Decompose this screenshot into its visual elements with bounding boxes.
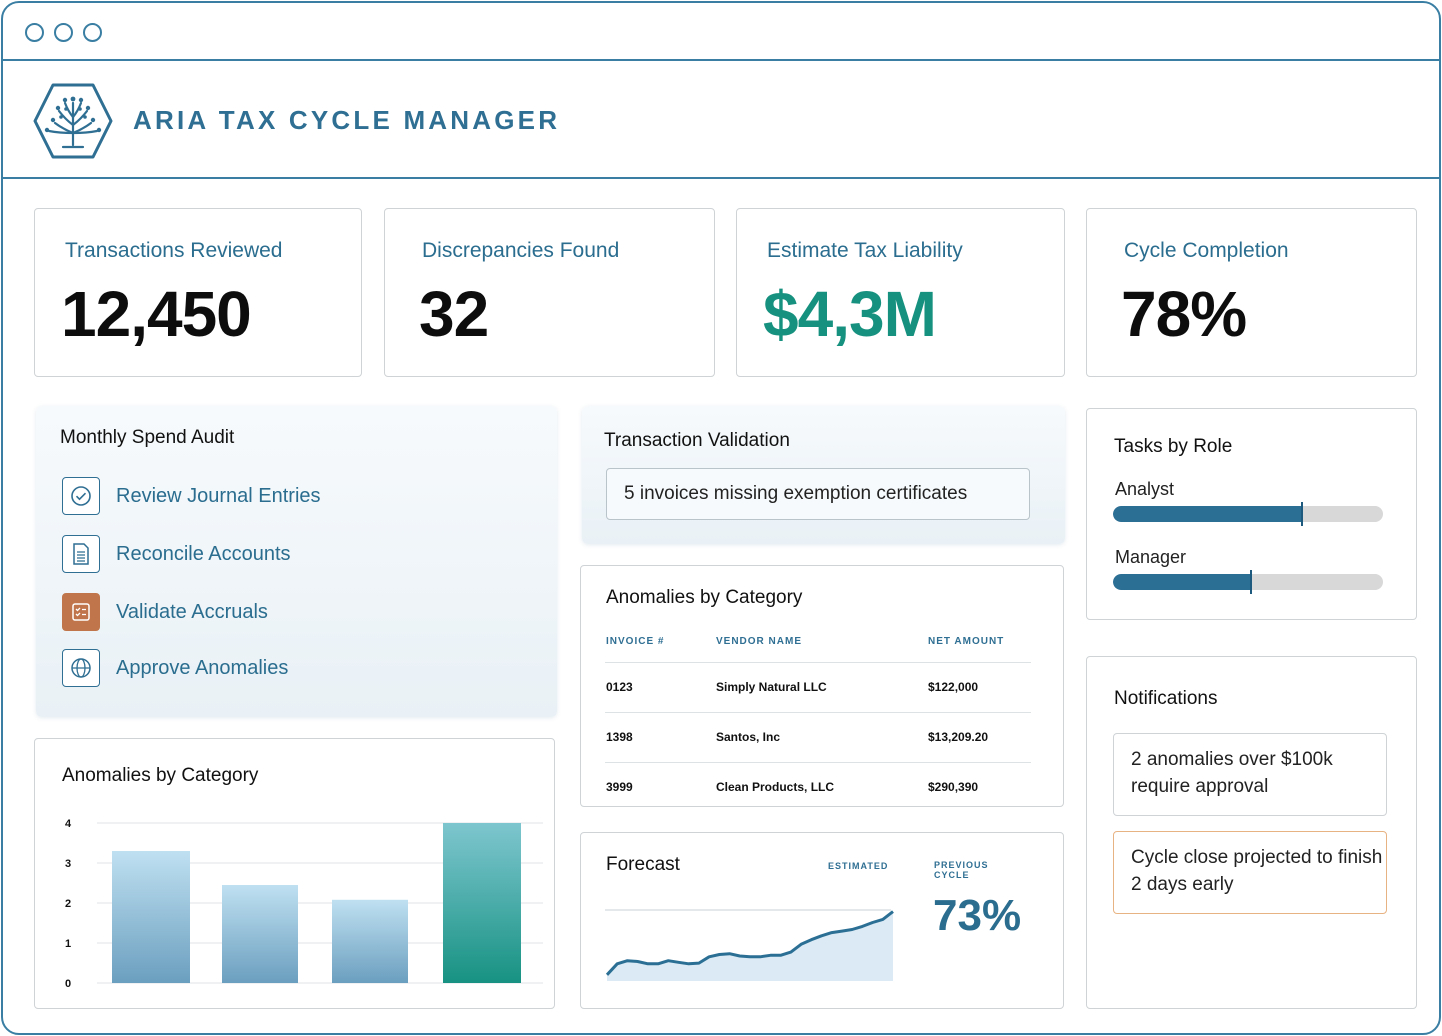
window-maximize-dot[interactable]: [83, 23, 102, 42]
tasks-by-role-card: Tasks by Role Analyst Manager: [1086, 408, 1417, 620]
estimated-label: ESTIMATED: [828, 861, 889, 871]
kpi-card-transactions[interactable]: Transactions Reviewed 12,450: [34, 208, 362, 377]
check-circle-icon: [62, 477, 100, 515]
table-row[interactable]: 1398 Santos, Inc $13,209.20: [605, 712, 1031, 762]
y-tick-label: 1: [65, 938, 71, 950]
kpi-value: 32: [419, 278, 489, 350]
chart-bar[interactable]: [112, 851, 190, 983]
table-cell: $122,000: [928, 680, 979, 694]
table-cell: Clean Products, LLC: [716, 780, 835, 794]
anomalies-table-card: Anomalies by Category INVOICE # VENDOR N…: [580, 565, 1064, 807]
column-header[interactable]: VENDOR NAME: [716, 636, 803, 647]
progress-marker: [1249, 570, 1252, 594]
anomalies-chart-card: Anomalies by Category 0 1 2 3 4: [34, 738, 555, 1009]
progress-fill: [1113, 506, 1302, 522]
notification-item[interactable]: 2 anomalies over $100k require approval: [1113, 733, 1387, 816]
chart-bar[interactable]: [332, 899, 408, 983]
y-tick-label: 0: [65, 978, 71, 990]
task-approve-anomalies[interactable]: Approve Anomalies: [62, 648, 288, 688]
chart-title: Anomalies by Category: [62, 765, 259, 786]
table-cell: 3999: [606, 780, 633, 794]
role-label: Analyst: [1115, 479, 1175, 499]
window-minimize-dot[interactable]: [54, 23, 73, 42]
section-title: Notifications: [1114, 688, 1218, 709]
kpi-value: $4,3M: [763, 278, 937, 350]
column-header[interactable]: NET AMOUNT: [928, 636, 1005, 647]
section-title: Transaction Validation: [604, 430, 790, 451]
table-row[interactable]: 0123 Simply Natural LLC $122,000: [605, 662, 1031, 712]
y-tick-label: 2: [65, 898, 71, 910]
monthly-spend-audit-panel: Monthly Spend Audit Review Journal Entri…: [36, 406, 557, 717]
window-close-dot[interactable]: [25, 23, 44, 42]
manager-progress-bar: [1113, 574, 1383, 590]
y-tick-label: 3: [65, 858, 71, 870]
notification-item[interactable]: Cycle close projected to finish 2 days e…: [1113, 831, 1387, 914]
kpi-label: Transactions Reviewed: [65, 239, 283, 262]
forecast-line: [605, 910, 894, 976]
task-label: Reconcile Accounts: [116, 542, 291, 565]
table-cell: Simply Natural LLC: [716, 680, 827, 694]
bar-chart: 0 1 2 3 4: [65, 818, 543, 990]
chart-bar[interactable]: [222, 885, 298, 983]
task-label: Review Journal Entries: [116, 484, 321, 507]
previous-cycle-label: CYCLE: [934, 870, 970, 880]
task-reconcile-accounts[interactable]: Reconcile Accounts: [62, 534, 291, 574]
task-label: Approve Anomalies: [116, 656, 289, 679]
column-header[interactable]: INVOICE #: [606, 636, 665, 647]
transaction-validation-panel: Transaction Validation 5 invoices missin…: [582, 406, 1065, 544]
previous-cycle-label: PREVIOUS: [934, 860, 989, 870]
task-validate-accruals[interactable]: Validate Accruals: [62, 592, 268, 632]
app-title: ARIA TAX CYCLE MANAGER: [133, 105, 561, 135]
window-titlebar: [3, 3, 1439, 61]
kpi-label: Cycle Completion: [1124, 239, 1289, 262]
section-title: Anomalies by Category: [606, 587, 803, 608]
validation-message[interactable]: 5 invoices missing exemption certificate…: [606, 468, 1030, 520]
chart-bar[interactable]: [443, 823, 521, 983]
forecast-area: [607, 911, 893, 981]
section-title: Monthly Spend Audit: [60, 427, 235, 448]
kpi-label: Estimate Tax Liability: [767, 239, 963, 262]
table-cell: Santos, Inc: [716, 730, 781, 744]
progress-marker: [1301, 502, 1303, 526]
chart-title: Forecast: [606, 854, 680, 875]
analyst-progress-bar: [1113, 506, 1383, 522]
forecast-value: 73%: [933, 891, 1022, 940]
table-cell: 0123: [606, 680, 633, 694]
checklist-icon: [62, 593, 100, 631]
document-icon: [62, 535, 100, 573]
globe-icon: [62, 649, 100, 687]
kpi-value: 12,450: [61, 278, 252, 350]
role-label: Manager: [1115, 547, 1187, 567]
kpi-label: Discrepancies Found: [422, 239, 620, 262]
section-title: Tasks by Role: [1114, 436, 1233, 457]
forecast-card: Forecast ESTIMATED PREVIOUS CYCLE 73%: [580, 832, 1064, 1009]
kpi-card-discrepancies[interactable]: Discrepancies Found 32: [384, 208, 715, 377]
table-row[interactable]: 3999 Clean Products, LLC $290,390: [605, 762, 1031, 812]
table-cell: 1398: [606, 730, 633, 744]
notifications-card: Notifications 2 anomalies over $100k req…: [1086, 656, 1417, 1009]
table-cell: $290,390: [928, 780, 979, 794]
task-label: Validate Accruals: [116, 600, 268, 623]
progress-fill: [1113, 574, 1251, 590]
forecast-area-chart: [605, 909, 894, 981]
app-header: ARIA TAX CYCLE MANAGER: [3, 61, 1439, 179]
kpi-value: 78%: [1121, 278, 1247, 350]
kpi-card-tax-liability[interactable]: Estimate Tax Liability $4,3M: [736, 208, 1065, 377]
task-review-journal-entries[interactable]: Review Journal Entries: [62, 476, 321, 516]
y-tick-label: 4: [65, 818, 72, 830]
table-cell: $13,209.20: [928, 730, 989, 744]
tree-logo-icon: [33, 83, 113, 159]
kpi-card-cycle-completion[interactable]: Cycle Completion 78%: [1086, 208, 1417, 377]
